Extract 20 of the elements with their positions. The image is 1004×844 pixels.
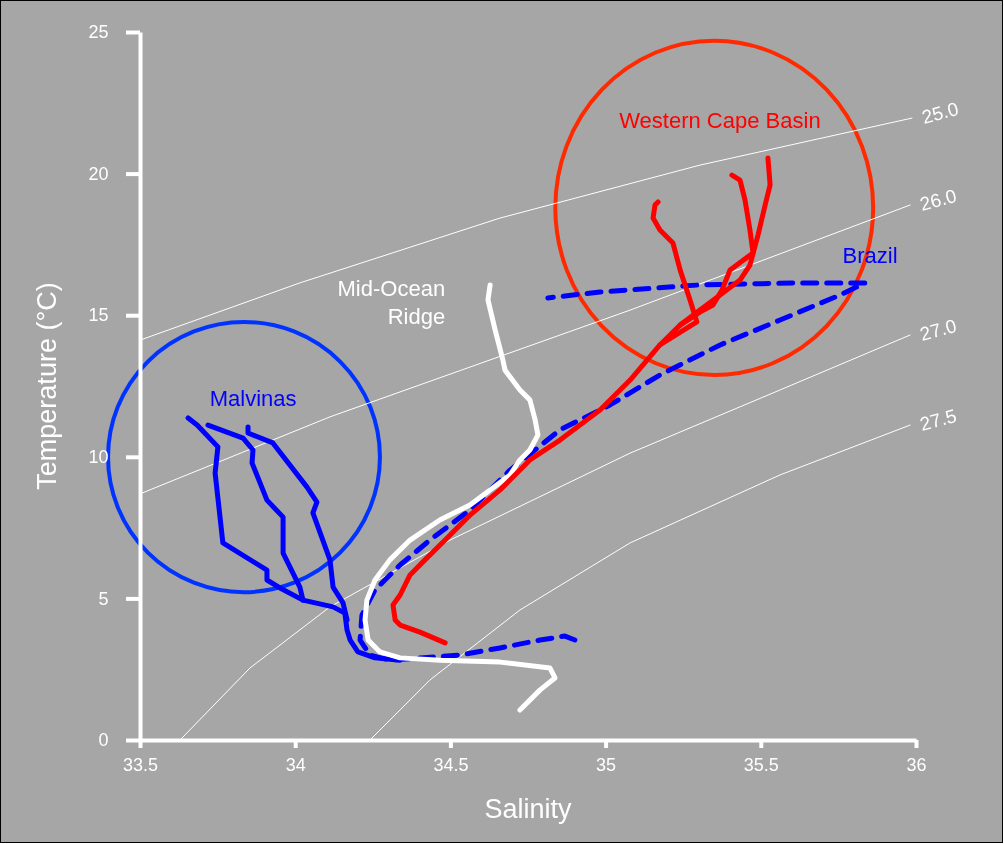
x-tick-label: 35.5	[743, 754, 779, 775]
x-axis-title: Salinity	[484, 794, 573, 824]
annotation: Mid-Ocean Ridge	[337, 275, 446, 330]
x-tick-label: 33.5	[122, 754, 159, 775]
x-tick-label: 34	[285, 754, 306, 775]
x-tick-label: 36	[906, 754, 927, 775]
y-tick-label: 15	[88, 305, 109, 326]
x-tick-label: 35	[596, 754, 617, 775]
text: 27.0	[917, 315, 959, 345]
text: 25.0	[919, 98, 961, 128]
y-tick-label: 20	[88, 163, 109, 184]
text: 26.0	[917, 185, 959, 215]
text: 27.5	[917, 405, 959, 435]
annotation: Malvinas	[209, 385, 297, 411]
x-tick-label: 34.5	[433, 754, 469, 775]
y-tick-label: 25	[88, 22, 109, 43]
annotation: Western Cape Basin	[619, 107, 821, 133]
y-tick-label: 5	[98, 588, 109, 609]
y-tick-label: 0	[98, 730, 109, 751]
y-axis-title: Temperature (°C)	[32, 282, 62, 490]
